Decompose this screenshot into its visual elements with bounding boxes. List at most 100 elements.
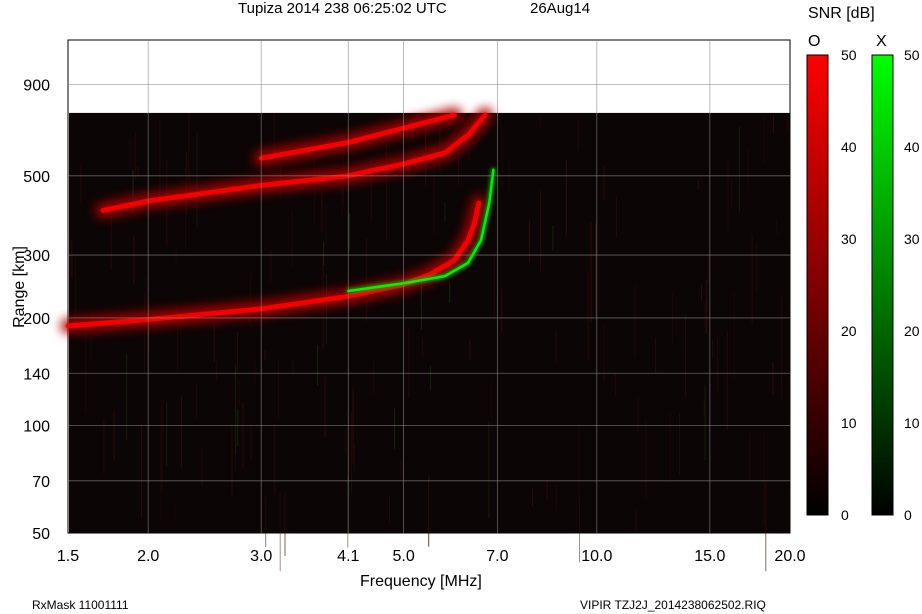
noise-streak bbox=[292, 359, 294, 375]
y-tick-label-6: 500 bbox=[23, 169, 50, 186]
noise-streak bbox=[739, 126, 740, 212]
noise-streak bbox=[712, 340, 713, 358]
noise-streak bbox=[422, 337, 424, 358]
noise-streak bbox=[419, 296, 421, 307]
x-tick-label-1: 2.0 bbox=[137, 548, 159, 565]
noise-streak bbox=[645, 418, 647, 500]
noise-streak bbox=[637, 396, 639, 431]
colorbar-o bbox=[806, 54, 829, 516]
noise-streak bbox=[539, 116, 541, 128]
noise-streak bbox=[493, 251, 495, 318]
noise-streak bbox=[655, 337, 657, 375]
noise-streak bbox=[614, 374, 616, 397]
noise-streak bbox=[669, 411, 671, 484]
noise-streak bbox=[765, 483, 767, 572]
noise-streak bbox=[188, 113, 190, 180]
x-tick-label-5: 7.0 bbox=[486, 548, 508, 565]
colorbar-ticks: 0 0 10 10 20 20 30 30 40 40 50 50 bbox=[841, 47, 920, 523]
noise-streak bbox=[532, 488, 533, 507]
noise-streak bbox=[273, 112, 275, 164]
colorbar-title: SNR [dB] bbox=[808, 5, 875, 22]
noise-streak bbox=[577, 118, 579, 151]
noise-streak bbox=[90, 311, 92, 362]
noise-streak bbox=[189, 172, 191, 198]
noise-streak bbox=[132, 169, 134, 214]
noise-streak bbox=[71, 239, 73, 278]
noise-streak bbox=[546, 480, 548, 500]
noise-streak bbox=[250, 273, 251, 330]
noise-streak bbox=[196, 132, 198, 228]
x-tick-label-2: 3.0 bbox=[250, 548, 272, 565]
noise-streak bbox=[685, 315, 686, 397]
noise-streak bbox=[449, 281, 451, 303]
noise-streak bbox=[323, 241, 325, 266]
y-tick-label-2: 100 bbox=[23, 419, 50, 436]
noise-streak bbox=[763, 116, 765, 164]
noise-streak bbox=[85, 327, 87, 413]
noise-streak bbox=[763, 432, 765, 527]
noise-streak bbox=[781, 376, 783, 401]
noise-streak bbox=[697, 179, 699, 191]
noise-streak bbox=[731, 180, 732, 207]
noise-streak bbox=[278, 360, 280, 420]
noise-streak bbox=[347, 475, 349, 548]
noise-streak bbox=[370, 158, 372, 221]
noise-streak bbox=[590, 222, 592, 322]
noise-streak bbox=[400, 459, 402, 479]
noise-streak bbox=[75, 256, 76, 320]
noise-streak bbox=[242, 402, 244, 469]
noise-streak bbox=[707, 250, 709, 283]
noise-streak bbox=[787, 118, 788, 131]
noise-streak bbox=[501, 288, 503, 333]
y-tick-label-3: 140 bbox=[23, 366, 50, 383]
x-tick-label-4: 5.0 bbox=[392, 548, 414, 565]
noise-streak bbox=[555, 330, 557, 362]
colorbar-x-tick-0: 0 bbox=[904, 507, 912, 523]
noise-streak bbox=[366, 237, 368, 322]
noise-streak bbox=[428, 475, 430, 547]
noise-streak bbox=[270, 250, 272, 282]
noise-streak bbox=[704, 301, 706, 333]
colorbar-x-tick-1: 10 bbox=[904, 415, 920, 431]
noise-streak bbox=[540, 190, 542, 272]
noise-streak bbox=[175, 244, 177, 265]
colorbar-o-label: O bbox=[808, 33, 821, 50]
noise-streak bbox=[491, 377, 493, 432]
colorbar-x-label: X bbox=[876, 33, 887, 50]
noise-streak bbox=[552, 225, 554, 251]
noise-streak bbox=[254, 360, 256, 384]
noise-streak bbox=[250, 425, 252, 459]
noise-streak bbox=[772, 362, 774, 395]
noise-streak bbox=[185, 150, 187, 214]
colorbar-x-tick-4: 40 bbox=[904, 139, 920, 155]
noise-streak bbox=[103, 419, 105, 475]
noise-streak bbox=[144, 294, 146, 373]
noise-streak bbox=[634, 284, 636, 358]
noise-streak bbox=[615, 196, 617, 238]
noise-streak bbox=[237, 408, 239, 447]
noise-streak bbox=[679, 413, 681, 475]
plot-date: 26Aug14 bbox=[530, 0, 591, 17]
noise-streak bbox=[389, 495, 390, 523]
noise-streak bbox=[528, 220, 530, 263]
noise-streak bbox=[501, 124, 503, 189]
noise-streak bbox=[265, 497, 267, 547]
file-label: VIPIR TZJ2J_2014238062502.RIQ bbox=[580, 598, 766, 612]
noise-streak bbox=[113, 409, 115, 461]
noise-streak bbox=[291, 210, 293, 267]
noise-streak bbox=[772, 115, 774, 134]
noise-streak bbox=[565, 159, 567, 236]
noise-streak bbox=[314, 154, 316, 227]
noise-streak bbox=[508, 160, 510, 194]
noise-streak bbox=[141, 424, 143, 518]
noise-streak bbox=[733, 292, 735, 381]
colorbar-x-tick-2: 20 bbox=[904, 323, 920, 339]
noise-streak bbox=[145, 274, 147, 305]
noise-streak bbox=[148, 304, 150, 352]
noise-streak bbox=[280, 162, 282, 183]
noise-streak bbox=[348, 212, 350, 251]
noise-streak bbox=[80, 164, 82, 205]
grid-layer bbox=[68, 40, 790, 533]
noise-streak bbox=[353, 445, 355, 472]
